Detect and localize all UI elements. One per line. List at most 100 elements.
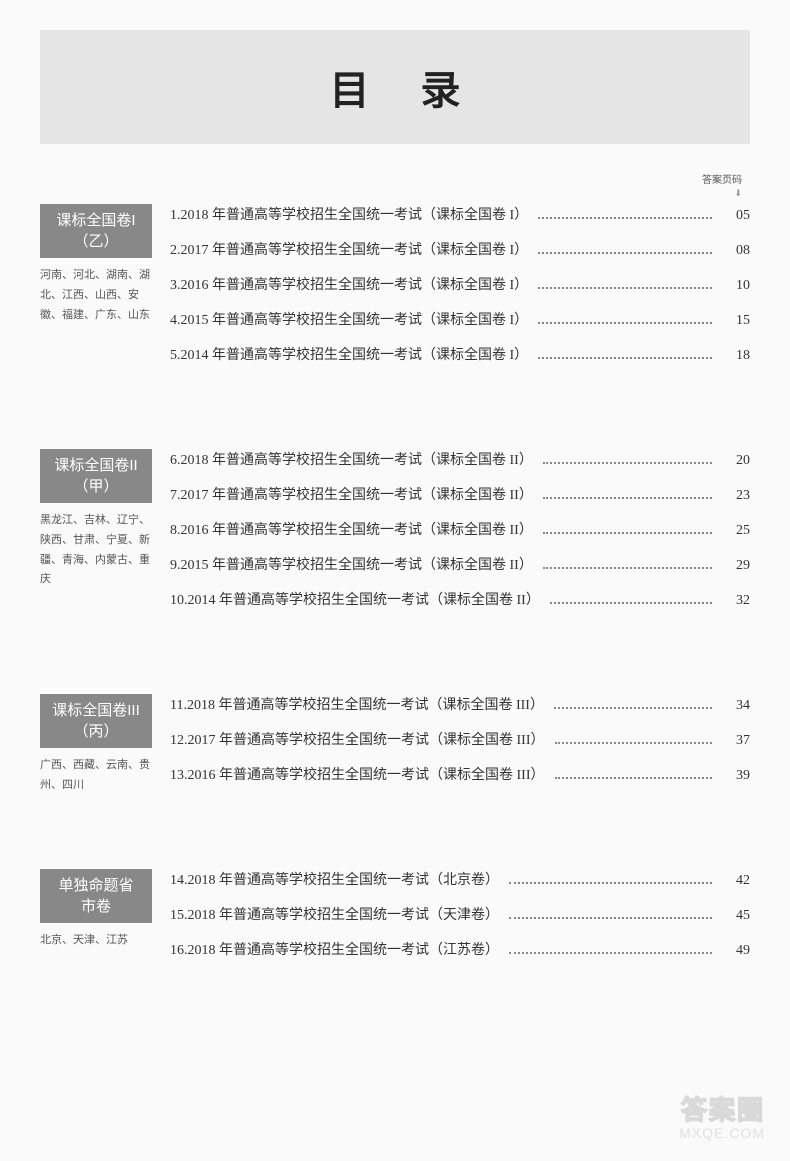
dots-leader [538, 322, 712, 324]
entry-title: 15.2018 年普通高等学校招生全国统一考试（天津卷） [170, 904, 499, 924]
entry-page: 34 [722, 698, 750, 714]
entry-page: 15 [722, 313, 750, 329]
badge-line-1: 课标全国卷II [48, 455, 144, 476]
entry-page: 20 [722, 453, 750, 469]
section-sidebar: 单独命题省市卷北京、天津、江苏 [40, 869, 170, 974]
toc-entry: 6.2018 年普通高等学校招生全国统一考试（课标全国卷 II） 20 [170, 449, 750, 469]
entry-page: 25 [722, 523, 750, 539]
toc-entry: 14.2018 年普通高等学校招生全国统一考试（北京卷） 42 [170, 869, 750, 889]
entry-title: 12.2017 年普通高等学校招生全国统一考试（课标全国卷 III） [170, 729, 545, 749]
section-badge: 课标全国卷I（乙） [40, 204, 152, 258]
entry-title: 2.2017 年普通高等学校招生全国统一考试（课标全国卷 I） [170, 239, 528, 259]
entry-page: 29 [722, 558, 750, 574]
toc-entry: 15.2018 年普通高等学校招生全国统一考试（天津卷） 45 [170, 904, 750, 924]
dots-leader [509, 882, 712, 884]
watermark: 答案圈 MXQE.COM [679, 1090, 765, 1141]
badge-line-2: （甲） [48, 476, 144, 497]
toc-entry: 2.2017 年普通高等学校招生全国统一考试（课标全国卷 I） 08 [170, 239, 750, 259]
toc-entry: 11.2018 年普通高等学校招生全国统一考试（课标全国卷 III） 34 [170, 694, 750, 714]
entries-list: 14.2018 年普通高等学校招生全国统一考试（北京卷） 42 15.2018 年普… [170, 869, 750, 974]
dots-leader [538, 357, 712, 359]
entry-page: 05 [722, 208, 750, 224]
entry-title: 4.2015 年普通高等学校招生全国统一考试（课标全国卷 I） [170, 309, 528, 329]
entry-title: 6.2018 年普通高等学校招生全国统一考试（课标全国卷 II） [170, 449, 533, 469]
entry-title: 13.2016 年普通高等学校招生全国统一考试（课标全国卷 III） [170, 764, 545, 784]
section-regions: 北京、天津、江苏 [40, 931, 152, 951]
entry-page: 08 [722, 243, 750, 259]
entries-list: 6.2018 年普通高等学校招生全国统一考试（课标全国卷 II） 20 7.2017… [170, 449, 750, 624]
section-badge: 单独命题省市卷 [40, 869, 152, 923]
dots-leader [543, 462, 712, 464]
entry-page: 49 [722, 943, 750, 959]
dots-leader [538, 217, 712, 219]
entry-page: 10 [722, 278, 750, 294]
section-regions: 河南、河北、湖南、湖北、江西、山西、安徽、福建、广东、山东 [40, 266, 152, 325]
toc-section: 课标全国卷I（乙） 河南、河北、湖南、湖北、江西、山西、安徽、福建、广东、山东 1.… [40, 204, 750, 379]
entry-title: 10.2014 年普通高等学校招生全国统一考试（课标全国卷 II） [170, 589, 540, 609]
section-sidebar: 课标全国卷III（丙） 广西、西藏、云南、贵州、四川 [40, 694, 170, 799]
entry-title: 7.2017 年普通高等学校招生全国统一考试（课标全国卷 II） [170, 484, 533, 504]
dots-leader [509, 917, 712, 919]
toc-section: 课标全国卷II（甲） 黑龙江、吉林、辽宁、陕西、甘肃、宁夏、新疆、青海、内蒙古、重… [40, 449, 750, 624]
toc-entry: 1.2018 年普通高等学校招生全国统一考试（课标全国卷 I） 05 [170, 204, 750, 224]
dots-leader [543, 532, 712, 534]
dots-leader [543, 567, 712, 569]
badge-line-2: 市卷 [48, 896, 144, 917]
dots-leader [538, 252, 712, 254]
section-badge: 课标全国卷III（丙） [40, 694, 152, 748]
page-column-header: 答案页码 ⬇ [40, 174, 750, 200]
entry-page: 18 [722, 348, 750, 364]
entries-list: 11.2018 年普通高等学校招生全国统一考试（课标全国卷 III） 34 12.2… [170, 694, 750, 799]
section-regions: 广西、西藏、云南、贵州、四川 [40, 756, 152, 796]
badge-line-1: 课标全国卷I [48, 210, 144, 231]
toc-entry: 4.2015 年普通高等学校招生全国统一考试（课标全国卷 I） 15 [170, 309, 750, 329]
toc-entry: 12.2017 年普通高等学校招生全国统一考试（课标全国卷 III） 37 [170, 729, 750, 749]
entry-page: 32 [722, 593, 750, 609]
section-sidebar: 课标全国卷I（乙） 河南、河北、湖南、湖北、江西、山西、安徽、福建、广东、山东 [40, 204, 170, 379]
entry-page: 37 [722, 733, 750, 749]
entry-title: 3.2016 年普通高等学校招生全国统一考试（课标全国卷 I） [170, 274, 528, 294]
entry-page: 23 [722, 488, 750, 504]
watermark-text-bottom: MXQE.COM [679, 1125, 765, 1141]
entry-title: 1.2018 年普通高等学校招生全国统一考试（课标全国卷 I） [170, 204, 528, 224]
down-arrow-icon: ⬇ [734, 188, 742, 198]
toc-entry: 16.2018 年普通高等学校招生全国统一考试（江苏卷） 49 [170, 939, 750, 959]
sections-container: 课标全国卷I（乙） 河南、河北、湖南、湖北、江西、山西、安徽、福建、广东、山东 1.… [40, 204, 750, 974]
dots-leader [555, 742, 713, 744]
entry-title: 14.2018 年普通高等学校招生全国统一考试（北京卷） [170, 869, 499, 889]
entry-page: 45 [722, 908, 750, 924]
entry-title: 5.2014 年普通高等学校招生全国统一考试（课标全国卷 I） [170, 344, 528, 364]
section-badge: 课标全国卷II（甲） [40, 449, 152, 503]
entry-page: 42 [722, 873, 750, 889]
toc-entry: 7.2017 年普通高等学校招生全国统一考试（课标全国卷 II） 23 [170, 484, 750, 504]
toc-entry: 13.2016 年普通高等学校招生全国统一考试（课标全国卷 III）39 [170, 764, 750, 784]
watermark-text-top: 答案圈 [679, 1090, 765, 1127]
toc-entry: 10.2014 年普通高等学校招生全国统一考试（课标全国卷 II） 32 [170, 589, 750, 609]
toc-section: 课标全国卷III（丙） 广西、西藏、云南、贵州、四川 11.2018 年普通高等学校… [40, 694, 750, 799]
dots-leader [509, 952, 712, 954]
entry-title: 16.2018 年普通高等学校招生全国统一考试（江苏卷） [170, 939, 499, 959]
entry-title: 9.2015 年普通高等学校招生全国统一考试（课标全国卷 II） [170, 554, 533, 574]
toc-section: 单独命题省市卷北京、天津、江苏14.2018 年普通高等学校招生全国统一考试（北… [40, 869, 750, 974]
toc-entry: 3.2016 年普通高等学校招生全国统一考试（课标全国卷 I） 10 [170, 274, 750, 294]
badge-line-2: （乙） [48, 231, 144, 252]
toc-entry: 5.2014 年普通高等学校招生全国统一考试（课标全国卷 I） 18 [170, 344, 750, 364]
dots-leader [543, 497, 712, 499]
toc-entry: 8.2016 年普通高等学校招生全国统一考试（课标全国卷 II） 25 [170, 519, 750, 539]
dots-leader [538, 287, 712, 289]
entry-title: 8.2016 年普通高等学校招生全国统一考试（课标全国卷 II） [170, 519, 533, 539]
section-sidebar: 课标全国卷II（甲） 黑龙江、吉林、辽宁、陕西、甘肃、宁夏、新疆、青海、内蒙古、重… [40, 449, 170, 624]
page-title: 目 录 [40, 58, 750, 116]
entries-list: 1.2018 年普通高等学校招生全国统一考试（课标全国卷 I） 05 2.2017 … [170, 204, 750, 379]
badge-line-1: 课标全国卷III [48, 700, 144, 721]
entry-title: 11.2018 年普通高等学校招生全国统一考试（课标全国卷 III） [170, 694, 544, 714]
badge-line-2: （丙） [48, 721, 144, 742]
dots-leader [554, 707, 712, 709]
badge-line-1: 单独命题省 [48, 875, 144, 896]
toc-entry: 9.2015 年普通高等学校招生全国统一考试（课标全国卷 II） 29 [170, 554, 750, 574]
section-regions: 黑龙江、吉林、辽宁、陕西、甘肃、宁夏、新疆、青海、内蒙古、重庆 [40, 511, 152, 590]
title-box: 目 录 [40, 30, 750, 144]
page-column-label: 答案页码 [702, 175, 742, 186]
dots-leader [550, 602, 712, 604]
dots-leader [555, 777, 713, 779]
